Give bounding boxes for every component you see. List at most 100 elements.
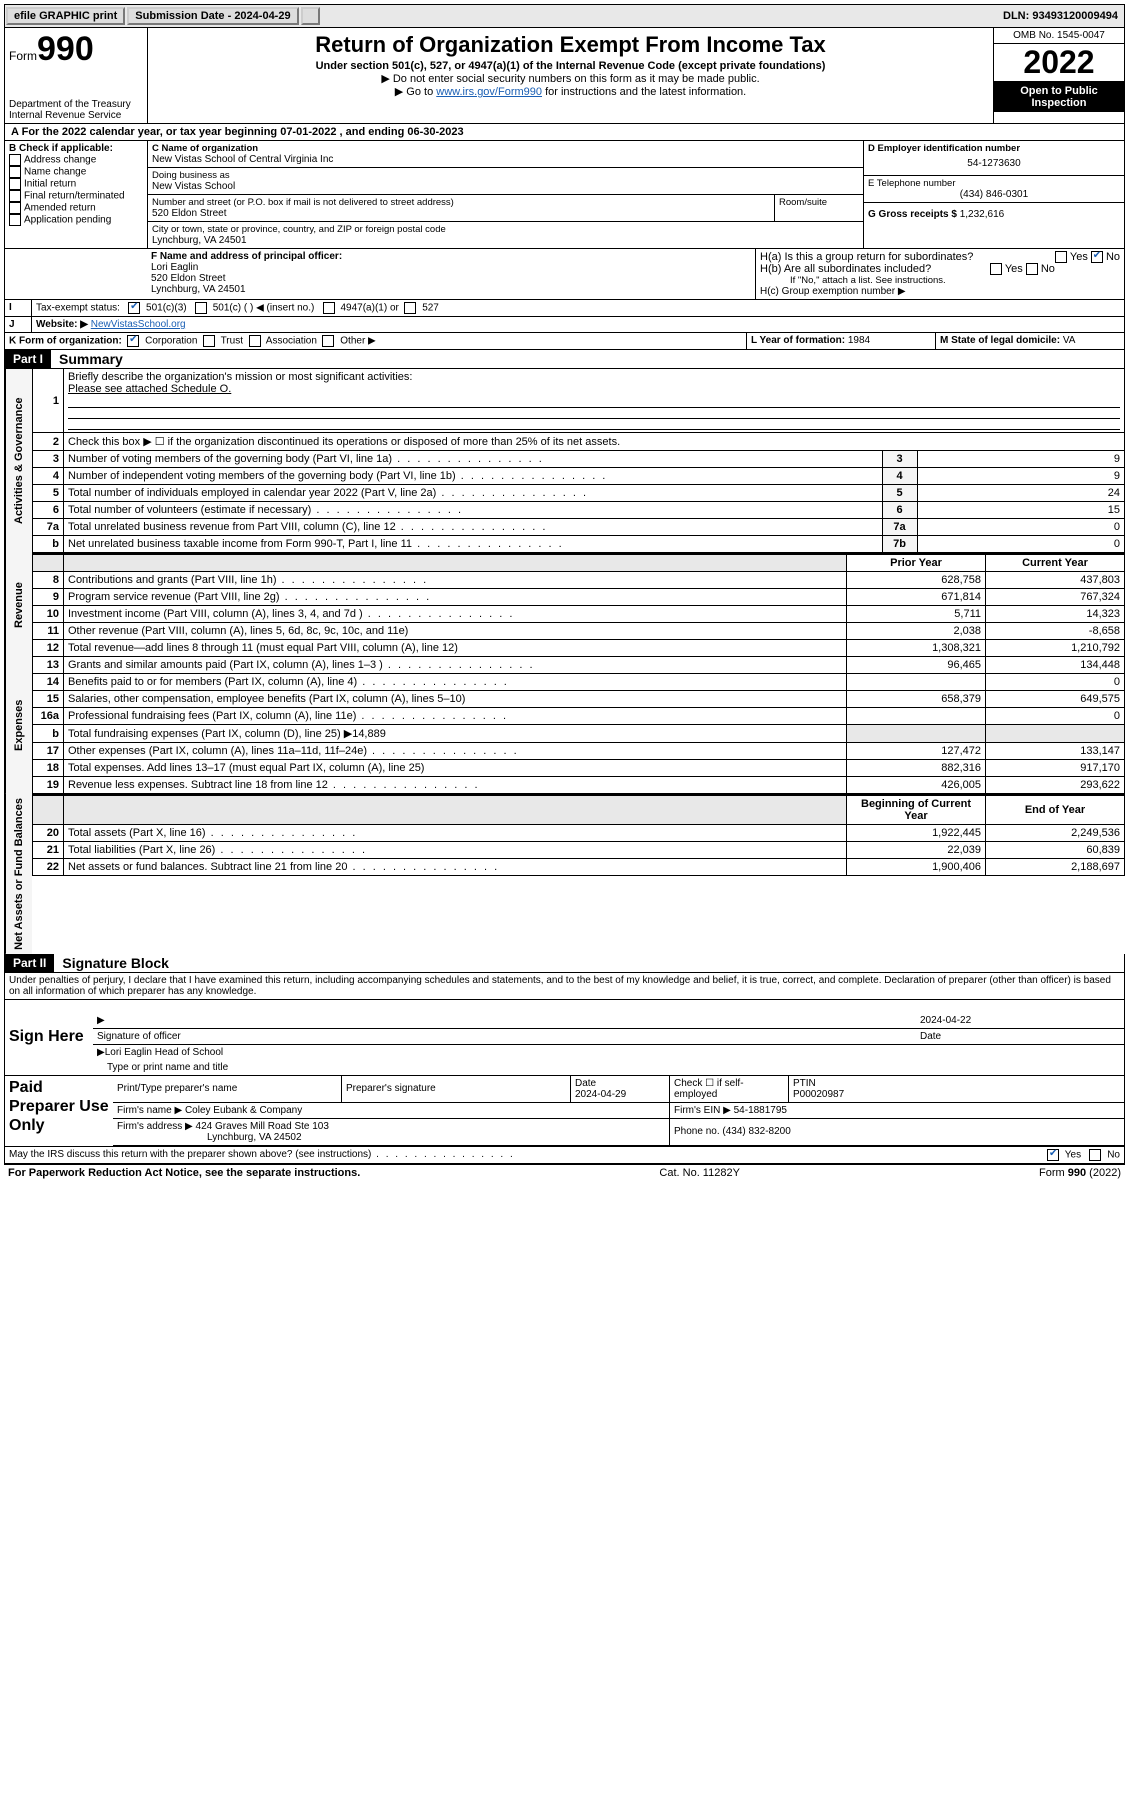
l7a-text: Total unrelated business revenue from Pa… [68, 521, 396, 533]
subtitle-1: Under section 501(c), 527, or 4947(a)(1)… [156, 60, 985, 72]
irs-link[interactable]: www.irs.gov/Form990 [436, 86, 542, 98]
side-netassets: Net Assets or Fund Balances [5, 794, 32, 954]
open-inspection: Open to Public Inspection [994, 82, 1124, 112]
expenses-section: Expenses 13Grants and similar amounts pa… [4, 657, 1125, 794]
b-label: B Check if applicable: [9, 143, 143, 154]
chk-501c[interactable] [195, 302, 207, 314]
website-link[interactable]: NewVistasSchool.org [91, 319, 186, 330]
part1-title: Summary [51, 351, 123, 367]
sig-officer-label: Signature of officer [97, 1031, 920, 1042]
form-number: 990 [37, 30, 94, 68]
addr-label: Number and street (or P.O. box if mail i… [152, 197, 770, 208]
part1-header-row: Part I Summary [4, 350, 1125, 369]
chk-application-pending[interactable] [9, 214, 21, 226]
cat-no: Cat. No. 11282Y [659, 1167, 740, 1179]
l5-text: Total number of individuals employed in … [68, 487, 436, 499]
fh-block: F Name and address of principal officer:… [4, 249, 1125, 300]
chk-501c3[interactable] [128, 302, 140, 314]
chk-hb-yes[interactable] [990, 263, 1002, 275]
dln-label: DLN: 93493120009494 [1003, 10, 1124, 22]
chk-discuss-no[interactable] [1089, 1149, 1101, 1161]
officer-addr2: Lynchburg, VA 24501 [151, 284, 246, 295]
type-print-label: Type or print name and title [97, 1062, 228, 1073]
ein-value: 54-1273630 [868, 154, 1120, 173]
revenue-section: Revenue Prior Year Current Year 8Contrib… [4, 553, 1125, 657]
part1-badge: Part I [5, 350, 51, 368]
l7a-val: 0 [917, 519, 1124, 536]
year-formation: 1984 [848, 335, 870, 346]
l3-text: Number of voting members of the governin… [68, 453, 392, 465]
l1-label: Briefly describe the organization's miss… [68, 371, 412, 383]
header-center: Return of Organization Exempt From Incom… [148, 28, 993, 123]
subtitle-2: ▶ Do not enter social security numbers o… [156, 72, 985, 85]
section-deg: D Employer identification number 54-1273… [864, 141, 1124, 248]
top-toolbar: efile GRAPHIC print Submission Date - 20… [4, 4, 1125, 28]
header-right: OMB No. 1545-0047 2022 Open to Public In… [993, 28, 1124, 123]
part2-title: Signature Block [54, 955, 169, 971]
i-label: Tax-exempt status: [36, 303, 120, 314]
l2-text: Check this box ▶ ☐ if the organization d… [64, 433, 1125, 451]
prep-h1: Print/Type preparer's name [113, 1076, 342, 1103]
chk-ha-yes[interactable] [1055, 251, 1067, 263]
page-footer: For Paperwork Reduction Act Notice, see … [4, 1164, 1125, 1181]
k-label: K Form of organization: [9, 336, 122, 347]
chk-initial-return[interactable] [9, 178, 21, 190]
form-header: Form990 Department of the Treasury Inter… [4, 28, 1125, 124]
phone-value: (434) 846-0301 [868, 189, 1120, 200]
officer-name-title: Lori Eaglin Head of School [105, 1047, 223, 1058]
col-begin: Beginning of Current Year [847, 795, 986, 825]
submission-date-button[interactable]: Submission Date - 2024-04-29 [127, 7, 298, 25]
room-label: Room/suite [779, 197, 859, 208]
form-title: Return of Organization Exempt From Incom… [156, 32, 985, 58]
chk-address-change[interactable] [9, 154, 21, 166]
form-word: Form [9, 49, 37, 63]
efile-print-button[interactable]: efile GRAPHIC print [6, 7, 125, 25]
chk-ha-no[interactable] [1091, 251, 1103, 263]
line-klm: K Form of organization: Corporation Trus… [4, 333, 1125, 350]
e-label: E Telephone number [868, 178, 1120, 189]
chk-4947[interactable] [323, 302, 335, 314]
part2-header-row: Part II Signature Block [4, 954, 1125, 973]
bcd-block: B Check if applicable: Address change Na… [4, 141, 1125, 249]
hb-label: H(b) Are all subordinates included? [760, 263, 931, 275]
officer-addr1: 520 Eldon Street [151, 273, 226, 284]
side-governance: Activities & Governance [5, 369, 32, 553]
header-left: Form990 Department of the Treasury Inter… [5, 28, 148, 123]
chk-amended-return[interactable] [9, 202, 21, 214]
dba-label: Doing business as [152, 170, 859, 181]
ha-label: H(a) Is this a group return for subordin… [760, 251, 973, 263]
chk-hb-no[interactable] [1026, 263, 1038, 275]
discuss-row: May the IRS discuss this return with the… [4, 1147, 1125, 1164]
chk-527[interactable] [404, 302, 416, 314]
l5-val: 24 [917, 485, 1124, 502]
section-c: C Name of organization New Vistas School… [148, 141, 864, 248]
side-expenses: Expenses [5, 657, 32, 794]
dept-label: Department of the Treasury [9, 99, 143, 110]
section-b: B Check if applicable: Address change Na… [5, 141, 148, 248]
subtitle-3-pre: ▶ Go to [395, 86, 436, 98]
blank-button[interactable] [301, 7, 320, 25]
governance-section: Activities & Governance 1 Briefly descri… [4, 369, 1125, 553]
l6-text: Total number of volunteers (estimate if … [68, 504, 311, 516]
prep-h4: Check ☐ if self-employed [670, 1076, 789, 1103]
l3-val: 9 [917, 451, 1124, 468]
dba-value: New Vistas School [152, 181, 859, 192]
chk-other[interactable] [322, 335, 334, 347]
form-ref: Form 990 (2022) [1039, 1167, 1121, 1179]
prep-h2: Preparer's signature [342, 1076, 571, 1103]
chk-name-change[interactable] [9, 166, 21, 178]
subtitle-3-post: for instructions and the latest informat… [542, 86, 746, 98]
m-label: M State of legal domicile: [940, 335, 1060, 346]
j-label: Website: ▶ [36, 319, 88, 330]
sig-date-label: Date [920, 1031, 1120, 1042]
chk-discuss-yes[interactable] [1047, 1149, 1059, 1161]
l7b-text: Net unrelated business taxable income fr… [68, 538, 412, 550]
chk-corporation[interactable] [127, 335, 139, 347]
l-label: L Year of formation: [751, 335, 845, 346]
chk-final-return[interactable] [9, 190, 21, 202]
line-a-text: For the 2022 calendar year, or tax year … [22, 126, 464, 138]
f-label: F Name and address of principal officer: [151, 251, 342, 262]
chk-association[interactable] [249, 335, 261, 347]
chk-trust[interactable] [203, 335, 215, 347]
line-j: J Website: ▶ NewVistasSchool.org [4, 317, 1125, 333]
